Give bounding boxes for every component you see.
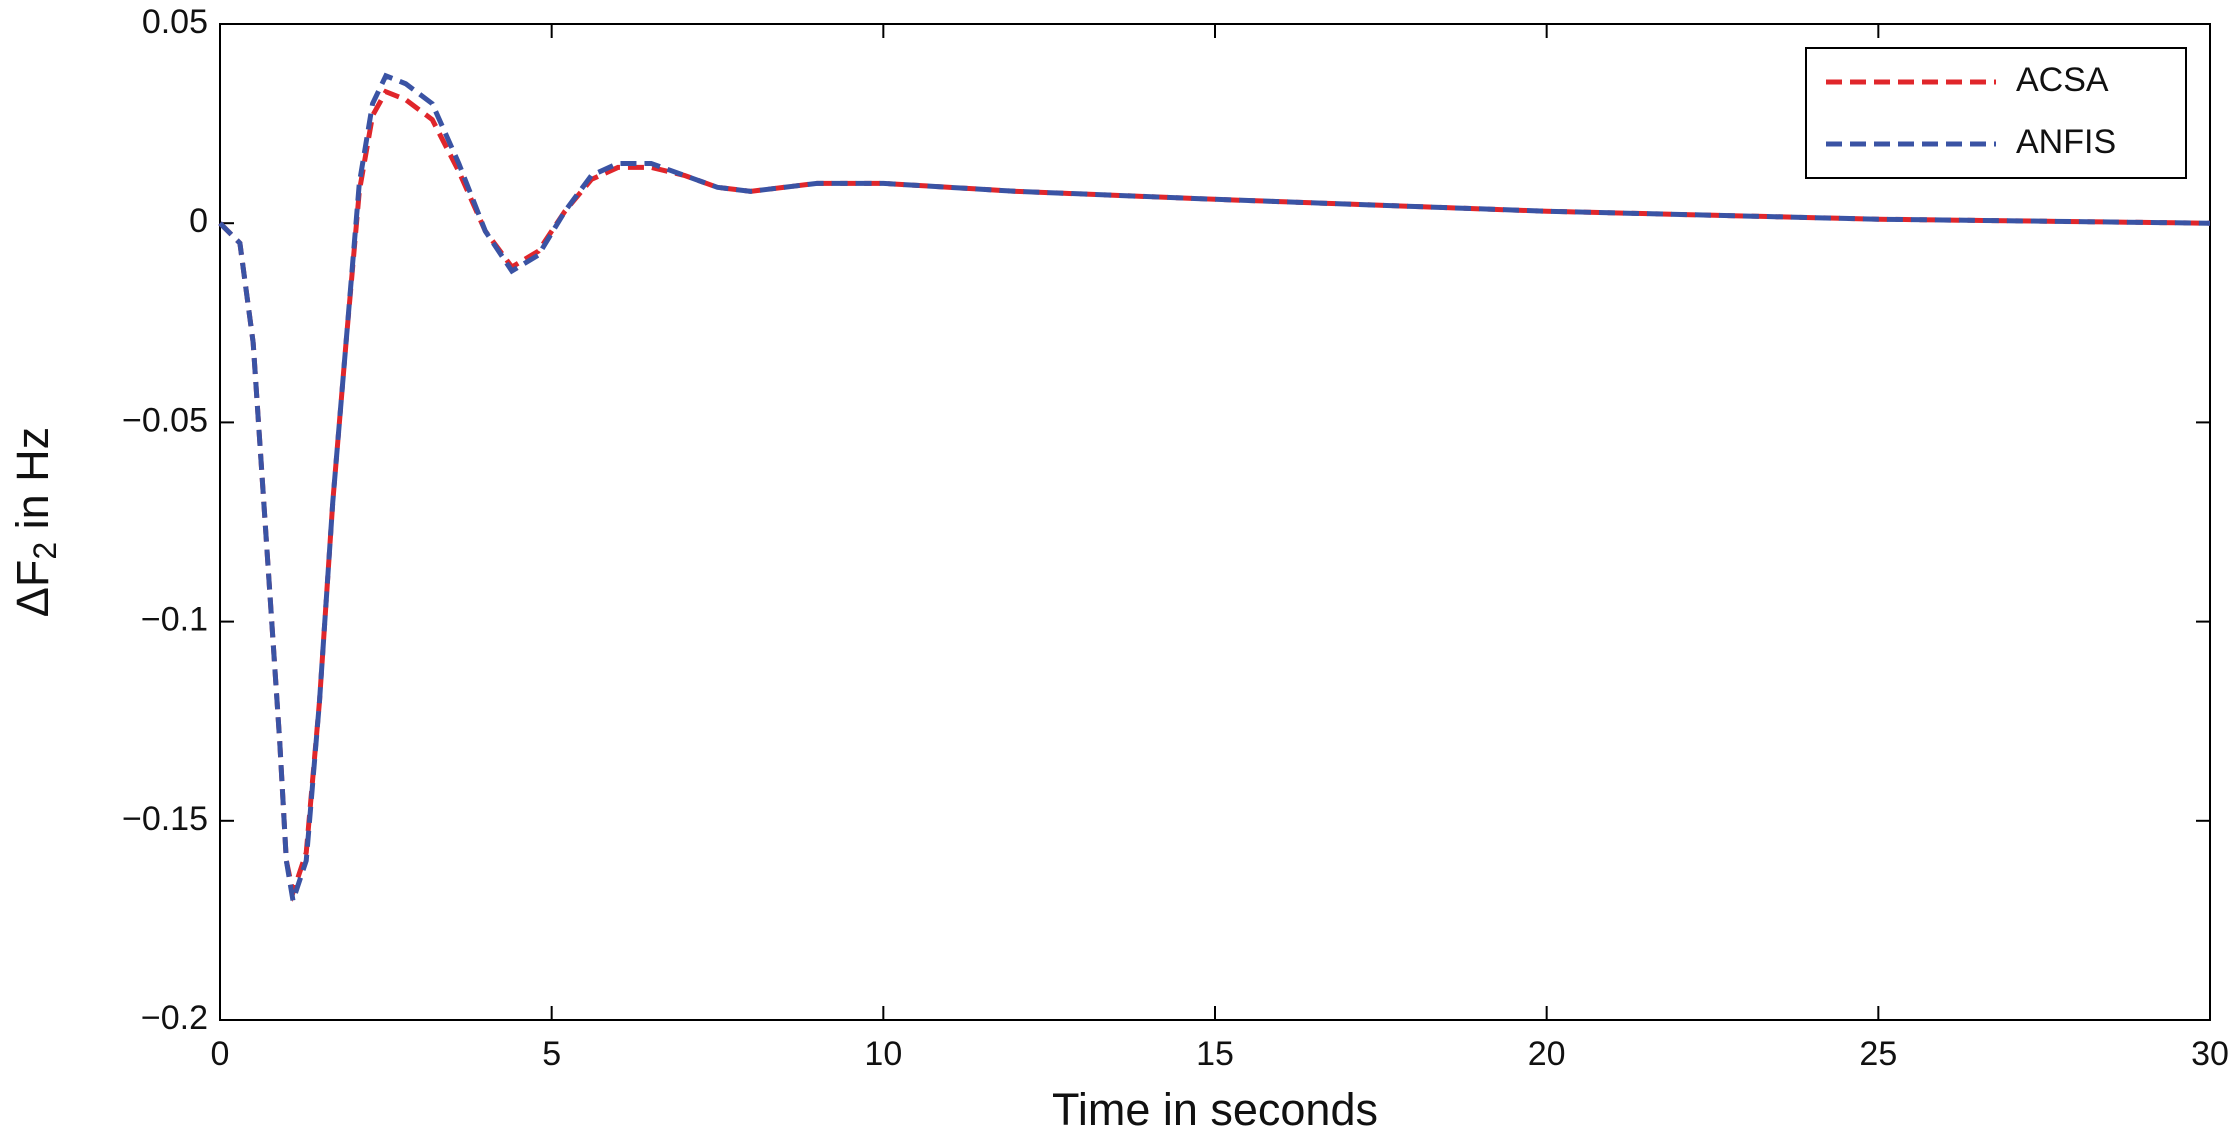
legend-label: ACSA (2016, 61, 2109, 99)
line-series (218, 88, 2211, 903)
y-tick-label: 0 (189, 202, 208, 240)
x-tick-label: 20 (1528, 1035, 1566, 1073)
y-label-main: ΔF (7, 560, 58, 618)
x-tick-label: 25 (1859, 1035, 1897, 1073)
x-tick-label: 10 (864, 1035, 902, 1073)
y-label-sub: 2 (27, 542, 63, 560)
x-axis-label: Time in seconds (1052, 1084, 1378, 1135)
legend-box (1805, 47, 2187, 179)
x-tick-label: 15 (1196, 1035, 1234, 1073)
y-tick-label: −0.2 (141, 999, 208, 1037)
y-label-rest: in Hz (7, 427, 58, 542)
legend-label: ANFIS (2016, 123, 2116, 161)
y-tick-label: −0.15 (122, 800, 208, 838)
y-tick-label: −0.1 (141, 601, 208, 639)
y-tick-label: −0.05 (122, 401, 208, 439)
y-tick-label: 0.05 (142, 3, 208, 41)
y-axis-label: ΔF2 in Hz (7, 427, 64, 617)
x-tick-label: 5 (542, 1035, 561, 1073)
x-tick-label: 30 (2191, 1035, 2228, 1073)
x-tick-label: 0 (211, 1035, 230, 1073)
